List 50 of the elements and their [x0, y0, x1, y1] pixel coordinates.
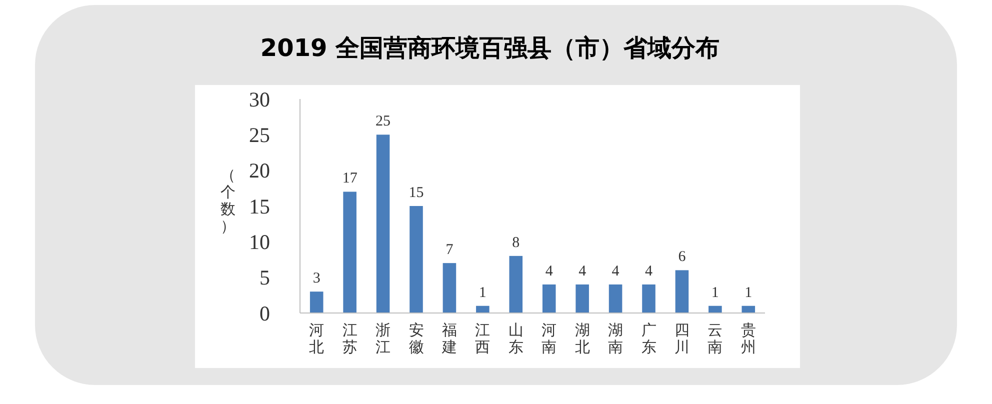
bar [608, 284, 622, 313]
chart-title: 2019 全国营商环境百强县（市）省域分布 [260, 34, 720, 62]
data-label: 4 [578, 263, 587, 280]
x-tick-label: 贵州 [740, 321, 756, 356]
y-tick-label: 15 [249, 194, 270, 218]
y-axis-title: （个数） [220, 166, 236, 235]
x-tick-label: 湖北 [574, 321, 590, 356]
x-tick-label: 云南 [708, 321, 723, 356]
bar [675, 270, 689, 313]
data-label: 17 [342, 170, 358, 187]
data-label: 1 [711, 284, 719, 301]
x-tick-label: 四川 [674, 321, 690, 356]
y-tick-label: 10 [249, 230, 270, 254]
bar [442, 263, 456, 313]
data-label: 1 [478, 284, 486, 301]
x-tick-label: 山东 [508, 321, 524, 356]
x-tick-label: 广东 [641, 321, 656, 356]
bar [476, 306, 490, 313]
x-tick-label: 浙江 [376, 321, 391, 356]
data-label: 7 [446, 242, 454, 258]
y-tick-label: 30 [249, 87, 270, 112]
bar [310, 292, 324, 313]
bar [708, 306, 722, 313]
data-label: 15 [408, 185, 424, 201]
bar [542, 284, 556, 313]
bar [509, 256, 523, 313]
data-label: 25 [376, 114, 391, 130]
data-label: 4 [612, 263, 620, 280]
x-tick-label: 安徽 [408, 321, 424, 356]
x-tick-label: 江苏 [342, 321, 358, 356]
data-label: 6 [678, 249, 686, 266]
bar [410, 206, 423, 313]
bar [642, 284, 656, 313]
y-tick-label: 0 [260, 301, 270, 326]
data-label: 3 [312, 270, 320, 287]
x-tick-label: 福建 [440, 321, 457, 356]
y-tick-label: 25 [249, 123, 270, 148]
data-label: 4 [645, 263, 653, 280]
x-tick-label: 河北 [309, 321, 324, 356]
bar [376, 134, 390, 313]
data-label: 8 [512, 234, 520, 251]
bar [576, 284, 589, 313]
x-tick-label: 江西 [475, 321, 490, 356]
y-tick-label: 20 [249, 158, 270, 183]
y-tick-label: 5 [260, 266, 270, 290]
x-tick-label: 湖南 [608, 321, 624, 356]
data-label: 1 [744, 284, 752, 301]
data-label: 4 [545, 263, 554, 280]
x-tick-label: 河南 [542, 321, 557, 356]
bar [343, 192, 356, 313]
